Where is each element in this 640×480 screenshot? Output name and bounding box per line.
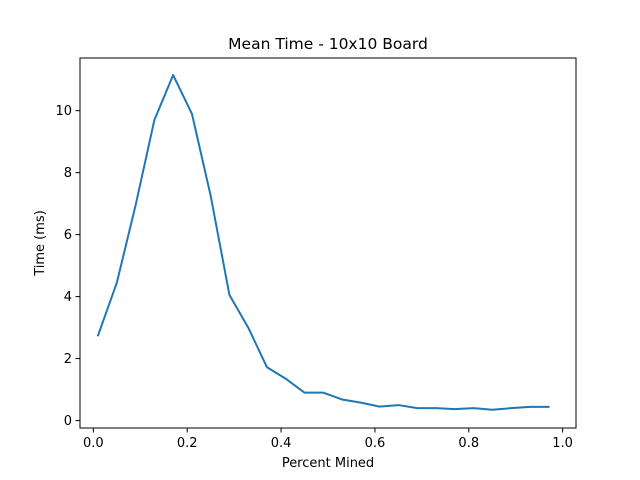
y-tick-label: 6 [64, 228, 72, 243]
x-tick-label: 0.2 [177, 436, 198, 451]
x-tick-label: 1.0 [552, 436, 573, 451]
x-tick-label: 0.8 [458, 436, 479, 451]
x-tick-label: 0.4 [271, 436, 292, 451]
y-tick-label: 0 [64, 414, 72, 429]
plot-area [79, 57, 577, 429]
x-axis-ticks: 0.0 0.2 0.4 0.6 0.8 1.0 [83, 428, 573, 451]
x-axis-label: Percent Mined [282, 456, 374, 471]
y-tick-label: 2 [64, 352, 72, 367]
y-tick-label: 8 [64, 166, 72, 181]
x-tick-label: 0.6 [365, 436, 386, 451]
y-axis-label: Time (ms) [33, 210, 48, 277]
axes-frame [79, 57, 577, 429]
series-line-0 [96, 74, 550, 411]
y-axis-ticks: 0 2 4 6 8 10 [55, 104, 80, 429]
y-tick-label: 10 [55, 104, 72, 119]
y-tick-label: 4 [64, 290, 72, 305]
x-tick-label: 0.0 [83, 436, 104, 451]
chart-title: Mean Time - 10x10 Board [228, 35, 428, 53]
